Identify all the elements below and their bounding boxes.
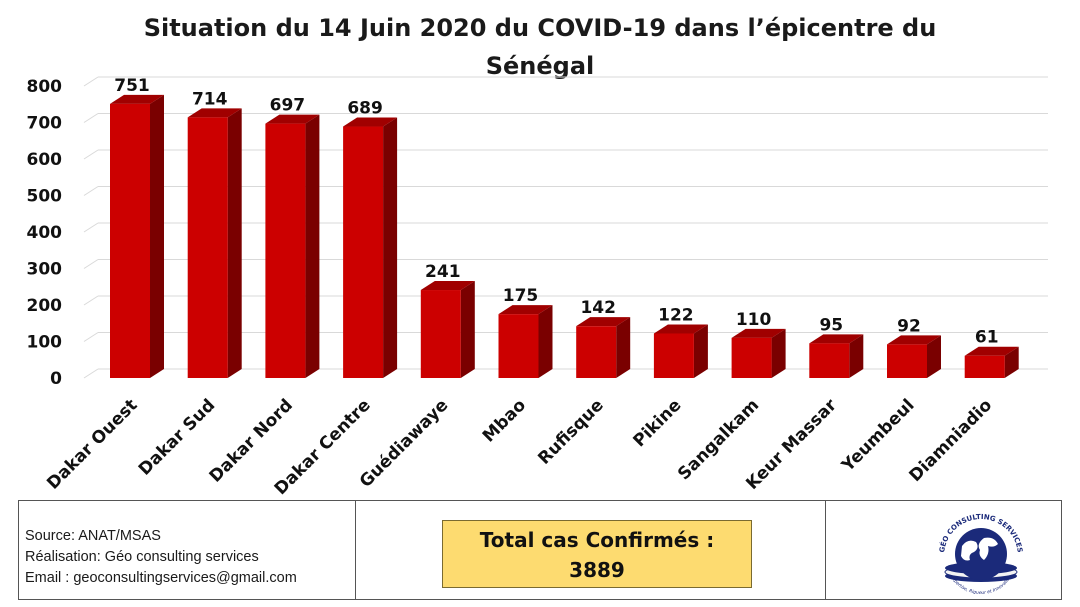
- y-tick-label: 0: [50, 369, 62, 389]
- bar-top: [653, 324, 708, 334]
- y-tick-label: 700: [27, 114, 63, 134]
- data-label: 61: [975, 328, 999, 348]
- bar-top: [964, 346, 1019, 356]
- data-label: 714: [192, 89, 228, 109]
- gridline-depth: [83, 259, 99, 269]
- source-text: Source: ANAT/MSAS: [25, 528, 161, 544]
- gridline-depth: [83, 76, 99, 87]
- bar-side: [693, 324, 708, 378]
- chart-title-line2: Sénégal: [485, 52, 595, 80]
- x-category-label: Pikine: [630, 395, 686, 451]
- bar-top: [731, 328, 786, 338]
- total-label: Total cas Confirmés :: [479, 528, 715, 552]
- data-label: 142: [580, 298, 616, 318]
- bar: [887, 344, 927, 378]
- y-tick-label: 400: [27, 223, 63, 243]
- bar-top: [420, 281, 475, 291]
- bar: [110, 103, 150, 378]
- bar: [187, 117, 228, 378]
- total-confirmed-box: Total cas Confirmés : 3889: [442, 520, 752, 588]
- footer-box: [18, 500, 1062, 600]
- bar-chart: 0 100 200 300 400 500 600 700 800 751 Dakar Ouest 7…: [27, 76, 1048, 499]
- data-label: 689: [347, 99, 383, 119]
- gridline-depth: [83, 222, 99, 233]
- y-tick-label: 100: [27, 333, 63, 353]
- bar-side: [1004, 346, 1019, 378]
- bar-top: [498, 305, 553, 315]
- x-category-label: Mbao: [479, 395, 530, 446]
- bar-top: [809, 334, 864, 344]
- bar-top: [265, 114, 320, 124]
- bar: [809, 343, 850, 378]
- bar: [731, 337, 772, 378]
- data-label: 241: [425, 262, 461, 282]
- bar-top: [343, 117, 398, 127]
- x-category-label: Diamniadio: [906, 395, 997, 486]
- bar-top: [110, 94, 164, 104]
- bar: [343, 126, 384, 378]
- y-tick-label: 200: [27, 296, 63, 316]
- data-label: 92: [897, 316, 921, 336]
- bar-side: [538, 305, 553, 378]
- y-tick-label: 300: [27, 260, 63, 280]
- bar: [653, 333, 694, 378]
- bar: [498, 314, 539, 378]
- gridline-depth: [83, 186, 99, 196]
- email-text: Email : geoconsultingservices@gmail.com: [25, 570, 297, 586]
- bar: [964, 355, 1005, 378]
- geo-consulting-logo: GÉO CONSULTING SERVICES Expertise, Rigue…: [938, 513, 1024, 594]
- bar-top: [187, 108, 242, 118]
- gridline-depth: [83, 332, 99, 342]
- gridline-depth: [83, 149, 99, 160]
- y-tick-label: 600: [27, 150, 63, 170]
- source-info: Source: ANAT/MSAS Réalisation: Géo consu…: [25, 526, 297, 589]
- realisation-text: Réalisation: Géo consulting services: [25, 549, 259, 565]
- gridline-depth: [83, 368, 99, 379]
- total-value: 3889: [569, 558, 625, 582]
- data-label: 95: [819, 315, 843, 335]
- x-category-label: Rufisque: [534, 395, 607, 468]
- footer-total-cell: [355, 501, 826, 599]
- gridline-depth: [83, 113, 99, 123]
- bar: [265, 123, 306, 378]
- data-label: 110: [736, 310, 772, 330]
- x-category-label: Dakar Ouest: [43, 395, 141, 493]
- x-category-label: Yeumbeul: [837, 395, 918, 476]
- bar-top: [887, 335, 941, 345]
- data-label: 751: [114, 76, 150, 96]
- footer-source-cell: [19, 501, 356, 599]
- bar-side: [771, 328, 786, 378]
- x-category-label: Dakar Sud: [135, 395, 219, 479]
- data-label: 122: [658, 305, 694, 325]
- bar-side: [227, 108, 242, 378]
- bar: [576, 326, 617, 378]
- bar-side: [305, 114, 320, 378]
- bar-side: [927, 335, 941, 378]
- y-tick-label: 800: [27, 77, 63, 97]
- data-label: 697: [270, 96, 306, 116]
- bar: [420, 290, 461, 378]
- y-tick-label: 500: [27, 187, 63, 207]
- gridline-depth: [83, 295, 99, 306]
- bar-side: [849, 334, 864, 378]
- bar-side: [383, 117, 398, 378]
- chart-title-line1: Situation du 14 Juin 2020 du COVID-19 da…: [143, 14, 937, 42]
- bar-side: [460, 281, 475, 378]
- bar-side: [150, 94, 164, 378]
- bar-top: [576, 317, 631, 327]
- data-label: 175: [503, 286, 539, 306]
- bar-side: [616, 317, 631, 378]
